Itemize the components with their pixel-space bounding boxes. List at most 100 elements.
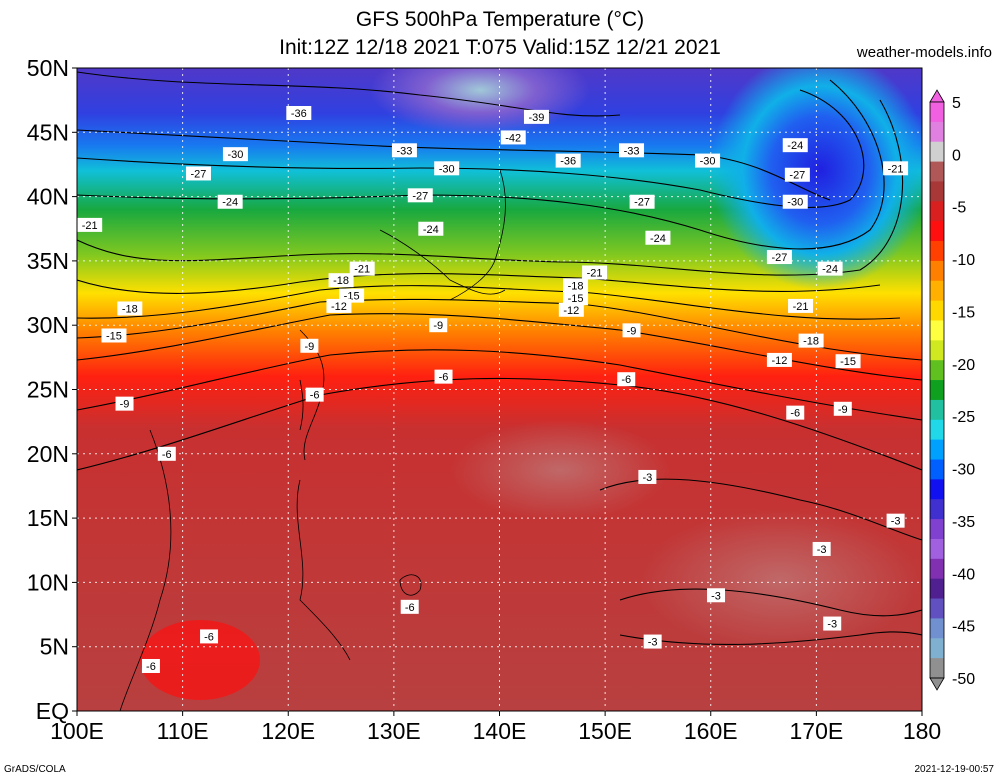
contour-labels: -36 -39 -42 -30 -33 -36 -33 -30 -30 -27 -24 -27 -27 -… bbox=[77, 106, 909, 673]
contour-label: -15 bbox=[101, 328, 127, 343]
contour-label-bg bbox=[77, 217, 103, 232]
contour-label-bg bbox=[782, 138, 808, 153]
lat-label: 35N bbox=[27, 248, 69, 274]
contour-label-bg bbox=[823, 616, 842, 631]
contour-label-text: -9 bbox=[433, 320, 443, 332]
colorbar-swatch bbox=[930, 598, 944, 619]
contour-label: -3 bbox=[886, 513, 905, 528]
contour-label-text: -36 bbox=[291, 108, 307, 120]
lon-label: 140E bbox=[473, 718, 527, 744]
colorbar-swatch bbox=[930, 300, 944, 321]
contour-label-bg bbox=[200, 629, 219, 644]
contour-label-text: -12 bbox=[771, 355, 787, 367]
contour-label-text: -6 bbox=[790, 408, 800, 420]
contour-label: -30 bbox=[434, 161, 460, 176]
contour-label-bg bbox=[782, 194, 808, 209]
chart-title: GFS 500hPa Temperature (°C) bbox=[355, 8, 645, 31]
contour-label: -24 bbox=[782, 138, 808, 153]
colorbar-swatch bbox=[930, 479, 944, 500]
colorbar-label: -10 bbox=[952, 252, 975, 269]
contour-line bbox=[619, 631, 922, 646]
contour-label: -24 bbox=[645, 230, 671, 245]
warm-patch-2 bbox=[450, 420, 670, 520]
contour-label-bg bbox=[300, 338, 319, 353]
contour-line bbox=[77, 273, 881, 294]
contour-label-bg bbox=[886, 513, 905, 528]
contour-label: -36 bbox=[555, 153, 581, 168]
contour-label-text: -3 bbox=[642, 472, 652, 484]
contour-label-text: -27 bbox=[191, 168, 207, 180]
contour-label-text: -6 bbox=[204, 631, 214, 643]
contour-label: -21 bbox=[788, 298, 814, 313]
coastline bbox=[379, 229, 506, 295]
contour-label-text: -33 bbox=[396, 145, 412, 157]
contour-label: -24 bbox=[418, 221, 444, 236]
contour-label-bg bbox=[645, 230, 671, 245]
contour-label-text: -27 bbox=[771, 252, 787, 264]
contour-label-bg bbox=[784, 167, 810, 182]
colorbar-swatch bbox=[930, 399, 944, 421]
colorbar-label: -30 bbox=[952, 462, 975, 479]
contour-label-text: -18 bbox=[333, 275, 349, 287]
hot-patch bbox=[140, 620, 260, 700]
contour-label-text: -6 bbox=[162, 449, 172, 461]
contour-label-bg bbox=[115, 396, 134, 411]
contour-label-bg bbox=[429, 318, 448, 333]
contour-label-text: -27 bbox=[412, 190, 428, 202]
contour-label-text: -24 bbox=[423, 224, 439, 236]
contour-label: -18 bbox=[563, 278, 589, 293]
colorbar-swatch bbox=[930, 121, 944, 143]
contour-label-bg bbox=[222, 147, 248, 162]
colorbar-label: -20 bbox=[952, 357, 975, 374]
contour-label: -6 bbox=[200, 629, 219, 644]
contour-label: -9 bbox=[300, 338, 319, 353]
contour-label-bg bbox=[117, 301, 143, 316]
contour-label-bg bbox=[326, 298, 352, 313]
colorbar-swatch bbox=[930, 658, 944, 679]
contour-line bbox=[77, 89, 865, 208]
contour-label-bg bbox=[817, 261, 843, 276]
contour-line bbox=[77, 349, 922, 421]
colorbar-swatch bbox=[930, 161, 944, 182]
lat-label: 45N bbox=[27, 119, 69, 145]
contour-label-bg bbox=[217, 194, 243, 209]
contour-label: -3 bbox=[823, 616, 842, 631]
contour-label-text: -3 bbox=[817, 544, 827, 556]
lat-label: 40N bbox=[27, 184, 69, 210]
contour-label-text: -6 bbox=[405, 602, 415, 614]
contour-label: -12 bbox=[326, 298, 352, 313]
colorbar-swatch bbox=[930, 380, 944, 401]
contour-label: -30 bbox=[782, 194, 808, 209]
contour-label-text: -15 bbox=[106, 330, 122, 342]
contour-label-text: -30 bbox=[700, 156, 716, 168]
contour-label-text: -33 bbox=[624, 145, 640, 157]
contour-label-bg bbox=[638, 469, 657, 484]
colorbar-swatch bbox=[930, 241, 944, 262]
contour-label-bg bbox=[157, 446, 176, 461]
colorbar-swatch bbox=[930, 538, 944, 560]
contour-label: -6 bbox=[141, 658, 160, 673]
contour-label-text: -3 bbox=[711, 590, 721, 602]
contour-label-bg bbox=[707, 588, 726, 603]
contour-line bbox=[619, 588, 922, 617]
contour-label-text: -3 bbox=[648, 637, 658, 649]
contour-label-bg bbox=[391, 143, 417, 158]
contour-label: -18 bbox=[798, 333, 824, 348]
contour-label-bg bbox=[400, 599, 419, 614]
contour-label-text: -18 bbox=[803, 336, 819, 348]
contour-label-text: -27 bbox=[789, 170, 805, 182]
contour-label: -9 bbox=[622, 323, 641, 338]
colorbar-swatch bbox=[930, 439, 944, 461]
contour-label: -3 bbox=[643, 634, 662, 649]
contour-label-bg bbox=[349, 261, 375, 276]
chart-subtitle: Init:12Z 12/18 2021 T:075 Valid:15Z 12/2… bbox=[279, 36, 721, 59]
contour-line bbox=[77, 79, 885, 250]
contour-label-text: -9 bbox=[627, 325, 637, 337]
contour-label-text: -24 bbox=[222, 197, 238, 209]
contour-label: -6 bbox=[434, 369, 453, 384]
contour-label-text: -21 bbox=[82, 220, 98, 232]
colorbar-swatch bbox=[930, 419, 944, 441]
contour-label-text: -6 bbox=[146, 661, 156, 673]
contour-label-text: -21 bbox=[354, 264, 370, 276]
